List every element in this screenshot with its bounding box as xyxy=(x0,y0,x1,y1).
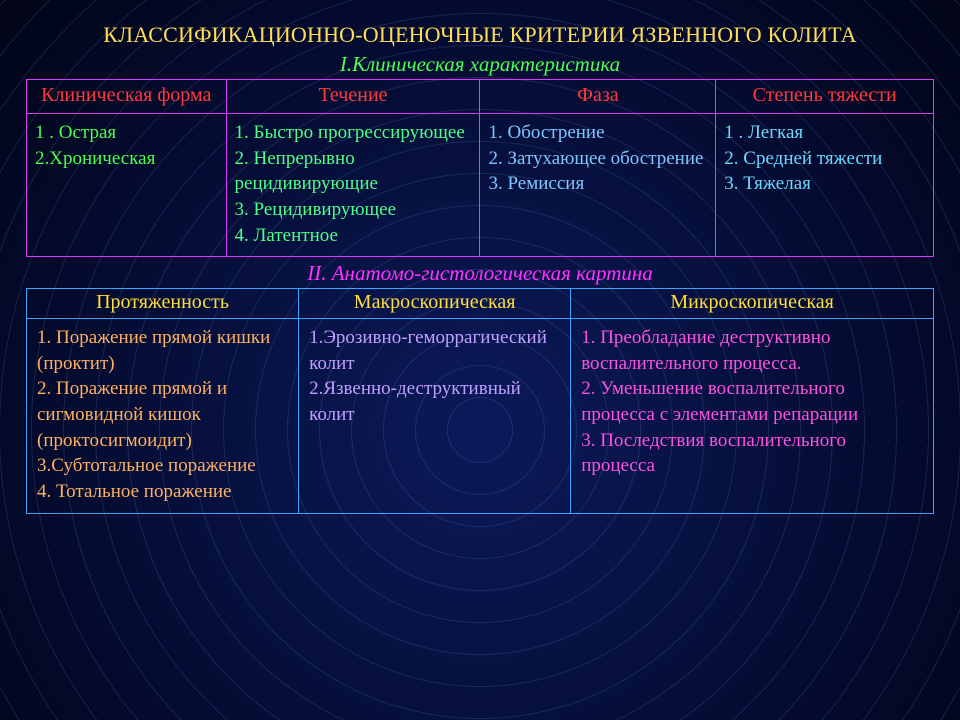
list-item: 2. Затухающее обострение xyxy=(488,146,707,172)
table-anatomical: Протяженность Макроскопическая Микроскоп… xyxy=(26,288,934,513)
list-item: 2. Поражение прямой и сигмовидной кишок … xyxy=(37,376,288,453)
section2-heading: II. Анатомо-гистологическая картина xyxy=(26,261,934,286)
t1-header-form: Клиническая форма xyxy=(27,80,227,114)
list-item: 4. Латентное xyxy=(235,223,472,249)
t2-header-extent: Протяженность xyxy=(27,289,299,319)
table-clinical: Клиническая форма Течение Фаза Степень т… xyxy=(26,79,934,257)
table-row: 1 . Острая2.Хроническая 1. Быстро прогре… xyxy=(27,114,934,257)
list-item: 2. Уменьшение воспалительного процесса с… xyxy=(581,376,923,427)
t1-cell-phase: 1. Обострение2. Затухающее обострение3. … xyxy=(480,114,716,257)
list-item: 1. Быстро прогрессирующее xyxy=(235,120,472,146)
t2-cell-extent: 1. Поражение прямой кишки (проктит)2. По… xyxy=(27,319,299,513)
list-item: 1.Эрозивно-геморрагический колит xyxy=(309,325,560,376)
list-item: 1 . Острая xyxy=(35,120,218,146)
t1-cell-course: 1. Быстро прогрессирующее2. Непрерывно р… xyxy=(226,114,480,257)
list-item: 1 . Легкая xyxy=(724,120,925,146)
t1-header-course: Течение xyxy=(226,80,480,114)
t1-cell-severity: 1 . Легкая2. Средней тяжести3. Тяжелая xyxy=(716,114,934,257)
list-item: 4. Тотальное поражение xyxy=(37,479,288,505)
list-item: 1. Поражение прямой кишки (проктит) xyxy=(37,325,288,376)
list-item: 3. Тяжелая xyxy=(724,171,925,197)
section1-heading: I.Клиническая характеристика xyxy=(26,52,934,77)
t1-header-severity: Степень тяжести xyxy=(716,80,934,114)
list-item: 2. Непрерывно рецидивирующие xyxy=(235,146,472,197)
list-item: 3. Рецидивирующее xyxy=(235,197,472,223)
list-item: 3.Субтотальное поражение xyxy=(37,453,288,479)
list-item: 2.Язвенно-деструктивный колит xyxy=(309,376,560,427)
t1-header-phase: Фаза xyxy=(480,80,716,114)
table-row: Клиническая форма Течение Фаза Степень т… xyxy=(27,80,934,114)
table-row: 1. Поражение прямой кишки (проктит)2. По… xyxy=(27,319,934,513)
list-item: 2.Хроническая xyxy=(35,146,218,172)
list-item: 2. Средней тяжести xyxy=(724,146,925,172)
list-item: 3. Последствия воспалительного процесса xyxy=(581,428,923,479)
table-row: Протяженность Макроскопическая Микроскоп… xyxy=(27,289,934,319)
list-item: 1. Преобладание деструктивно воспалитель… xyxy=(581,325,923,376)
t2-cell-macro: 1.Эрозивно-геморрагический колит2.Язвенн… xyxy=(299,319,571,513)
t2-header-micro: Микроскопическая xyxy=(571,289,934,319)
list-item: 3. Ремиссия xyxy=(488,171,707,197)
list-item: 1. Обострение xyxy=(488,120,707,146)
page-title: КЛАССИФИКАЦИОННО-ОЦЕНОЧНЫЕ КРИТЕРИИ ЯЗВЕ… xyxy=(26,22,934,48)
t2-cell-micro: 1. Преобладание деструктивно воспалитель… xyxy=(571,319,934,513)
t1-cell-form: 1 . Острая2.Хроническая xyxy=(27,114,227,257)
t2-header-macro: Макроскопическая xyxy=(299,289,571,319)
